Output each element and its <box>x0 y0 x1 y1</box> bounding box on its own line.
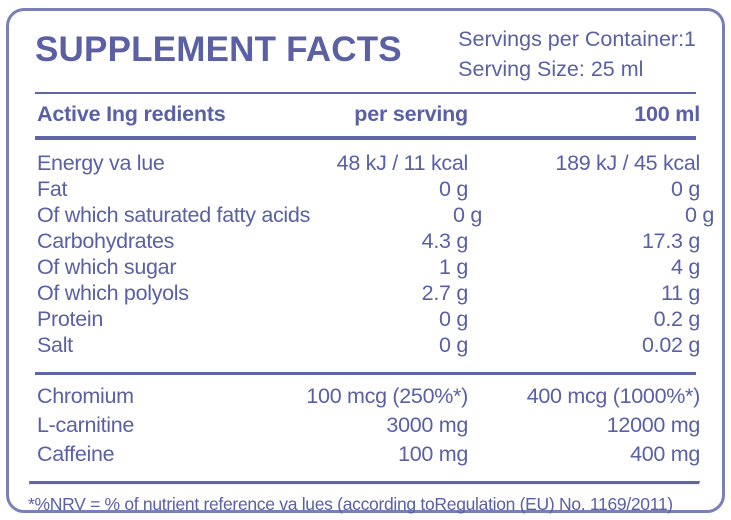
table-row: Energy va lue 48 kJ / 11 kcal 189 kJ / 4… <box>37 150 700 176</box>
divider-header <box>35 92 696 94</box>
col-header-100ml: 100 ml <box>634 102 700 126</box>
nutrient-name: Carbohydrates <box>37 229 175 253</box>
table-row: Fat 0 g 0 g <box>37 176 700 202</box>
table-row: L-carnitine 3000 mg 12000 mg <box>37 411 700 440</box>
nutrient-per-serving: 0 g <box>439 177 468 201</box>
active-per-100ml: 400 mcg (1000%*) <box>526 384 701 408</box>
nutrient-per-serving: 48 kJ / 11 kcal <box>336 151 469 175</box>
nutrient-per-serving: 0 g <box>439 307 468 331</box>
label-title: SUPPLEMENT FACTS <box>35 30 402 69</box>
nutrient-per-100ml: 0 g <box>685 203 715 227</box>
col-header-per-serving: per serving <box>354 102 468 126</box>
nutrient-per-serving: 0 g <box>439 333 468 357</box>
serving-size: Serving Size: 25 ml <box>458 57 644 81</box>
table-row: Of which saturated fatty acids 0 g 0 g <box>37 202 714 228</box>
table-row: Carbohydrates 4.3 g 17.3 g <box>37 228 700 254</box>
nutrient-per-100ml: 11 g <box>660 281 700 305</box>
nutrient-per-100ml: 189 kJ / 45 kcal <box>555 151 700 175</box>
nutrient-per-100ml: 0.2 g <box>653 307 701 331</box>
nutrient-per-100ml: 0 g <box>671 177 700 201</box>
nutrient-table: Energy va lue 48 kJ / 11 kcal 189 kJ / 4… <box>9 140 722 365</box>
table-row: Salt 0 g 0.02 g <box>37 332 700 358</box>
table-row: Caffeine 100 mg 400 mg <box>37 440 700 469</box>
servings-per-container: Servings per Container:1 <box>458 27 696 51</box>
nutrient-per-100ml: 17.3 g <box>642 229 700 253</box>
active-name: L-carnitine <box>37 413 135 437</box>
active-per-100ml: 12000 mg <box>606 413 701 437</box>
active-name: Chromium <box>37 384 134 408</box>
col-header-ingredient: Active Ing redients <box>37 102 226 126</box>
nutrient-name: Protein <box>37 307 104 331</box>
active-per-serving: 100 mg <box>398 442 468 466</box>
nutrient-name: Of which sugar <box>37 255 177 279</box>
table-row: Of which polyols 2.7 g 11 g <box>37 280 700 306</box>
nrv-footnote: *%NRV = % of nutrient reference va lues … <box>28 494 673 514</box>
active-per-serving: 100 mcg (250%*) <box>306 384 468 408</box>
divider-column-header <box>35 136 696 140</box>
active-per-serving: 3000 mg <box>386 413 468 437</box>
nutrient-per-100ml: 0.02 g <box>642 333 700 357</box>
active-per-100ml: 400 mg <box>630 442 700 466</box>
nutrient-per-100ml: 4 g <box>671 255 700 279</box>
table-row: Of which sugar 1 g 4 g <box>37 254 700 280</box>
divider-footnote <box>29 481 700 485</box>
table-row: Chromium 100 mcg (250%*) 400 mcg (1000%*… <box>37 382 700 411</box>
divider-actives <box>35 372 696 375</box>
nutrient-name: Fat <box>37 177 68 201</box>
nutrient-per-serving: 1 g <box>439 255 468 279</box>
active-ingredient-table: Chromium 100 mcg (250%*) 400 mcg (1000%*… <box>9 375 722 474</box>
nutrient-name: Energy va lue <box>37 151 165 175</box>
table-column-header: Active Ing redients per serving 100 ml <box>9 94 722 131</box>
nutrient-name: Of which saturated fatty acids <box>37 203 311 227</box>
nutrient-per-serving: 4.3 g <box>421 229 469 253</box>
nutrient-name: Of which polyols <box>37 281 189 305</box>
nutrient-per-serving: 0 g <box>453 203 483 227</box>
serving-info: Servings per Container:1 Serving Size: 2… <box>458 22 696 84</box>
table-row: Protein 0 g 0.2 g <box>37 306 700 332</box>
nutrient-name: Salt <box>37 333 73 357</box>
supplement-facts-label: SUPPLEMENT FACTS Servings per Container:… <box>6 8 725 514</box>
active-name: Caffeine <box>37 442 115 466</box>
label-header: SUPPLEMENT FACTS Servings per Container:… <box>9 11 722 84</box>
nutrient-per-serving: 2.7 g <box>421 281 469 305</box>
